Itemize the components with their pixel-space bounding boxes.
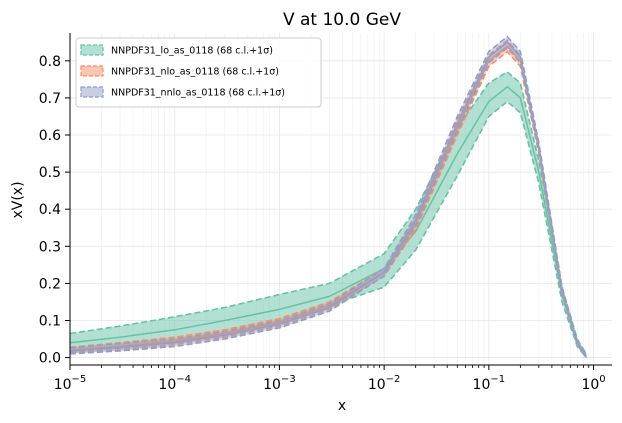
- series-layer: [69, 35, 587, 359]
- legend-entry-1: NNPDF31_nlo_as_0118 (68 c.l.+1σ): [80, 65, 279, 78]
- series-0: [69, 70, 587, 359]
- y-tick-label: 0.7: [39, 91, 61, 107]
- y-tick-label: 0.0: [39, 351, 61, 367]
- legend-swatch: [80, 86, 104, 98]
- x-tick-label: 10−1: [473, 374, 506, 393]
- legend-entry-2: NNPDF31_nnlo_as_0118 (68 c.l.+1σ): [80, 86, 285, 99]
- y-axis-label: xV(x): [10, 181, 26, 218]
- legend-label: NNPDF31_lo_as_0118 (68 c.l.+1σ): [111, 46, 273, 57]
- y-tick-label: 0.6: [39, 128, 61, 144]
- series-central-line: [69, 85, 587, 357]
- x-tick-label: 100: [581, 374, 605, 393]
- legend-swatch: [80, 44, 104, 56]
- y-tick-label: 0.8: [39, 54, 61, 70]
- x-tick-label: 10−4: [158, 374, 191, 393]
- x-tick-label: 10−2: [368, 374, 401, 393]
- y-tick-label: 0.3: [39, 239, 61, 255]
- legend-entry-0: NNPDF31_lo_as_0118 (68 c.l.+1σ): [80, 44, 273, 57]
- axes: [69, 33, 612, 366]
- series-lower-line: [69, 100, 587, 359]
- legend-box: [75, 37, 322, 108]
- series-2: [69, 35, 587, 359]
- series-lower-line: [69, 46, 587, 359]
- legend-label: NNPDF31_nnlo_as_0118 (68 c.l.+1σ): [111, 88, 285, 99]
- legend-label: NNPDF31_nlo_as_0118 (68 c.l.+1σ): [111, 67, 279, 78]
- series-central-line: [69, 41, 587, 357]
- y-tick-label: 0.4: [39, 202, 61, 218]
- legend: NNPDF31_lo_as_0118 (68 c.l.+1σ) NNPDF31_n…: [75, 37, 322, 108]
- y-tick-label: 0.2: [39, 276, 61, 292]
- x-tick-label: 10−3: [263, 374, 296, 393]
- x-tick-label: 10−5: [54, 374, 87, 393]
- series-band: [70, 71, 587, 358]
- ticks: 10−5 10−4 10−3 10−2 10−1 100 0.0 0.1 0.2 0.3 0.4 0.…: [39, 54, 606, 393]
- y-tick-label: 0.5: [39, 165, 61, 181]
- legend-swatch: [80, 65, 104, 77]
- chart-title: V at 10.0 GeV: [283, 10, 401, 30]
- x-axis-label: x: [338, 398, 346, 414]
- series-upper-line: [69, 35, 587, 355]
- y-tick-label: 0.1: [39, 313, 61, 329]
